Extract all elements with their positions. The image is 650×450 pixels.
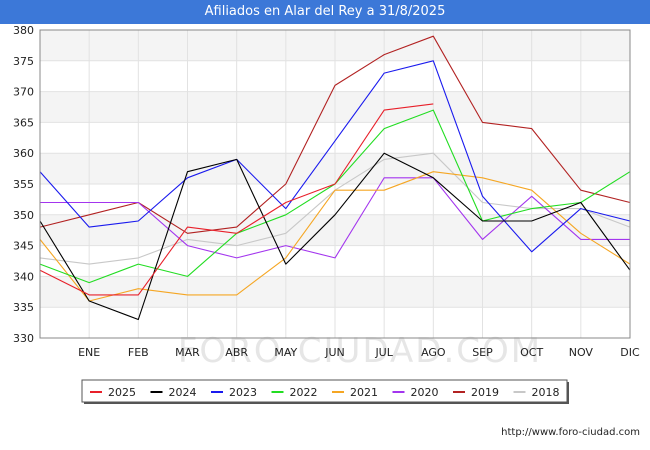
series-line-2020	[40, 177, 630, 259]
y-tick-label: 340	[13, 270, 34, 283]
x-axis-ticks: ENE FEB MAR ABR MAY JUN JUL AGO SEP OCT NOV DIC	[78, 346, 640, 359]
series-line-2023	[39, 60, 631, 253]
y-tick-label: 370	[13, 86, 34, 99]
legend-label-2021: 2021	[350, 386, 378, 399]
x-tick-label: MAY	[274, 346, 297, 359]
series-line-2024	[39, 152, 631, 321]
legend-label-2018: 2018	[532, 386, 560, 399]
legend-label-2020: 2020	[411, 386, 439, 399]
x-tick-label: SEP	[472, 346, 493, 359]
series-line-2025	[39, 103, 434, 296]
x-tick-label: MAR	[175, 346, 200, 359]
source-url[interactable]: http://www.foro-ciudad.com	[501, 427, 640, 438]
series-line-2021	[39, 171, 631, 302]
series-lines	[39, 35, 631, 321]
legend-box	[81, 379, 568, 403]
x-tick-label: DIC	[620, 346, 640, 359]
x-tick-label: FEB	[128, 346, 149, 359]
y-tick-label: 380	[13, 24, 34, 37]
y-tick-label: 365	[13, 116, 34, 129]
y-tick-label: 330	[13, 332, 34, 345]
chart-title: Afiliados en Alar del Rey a 31/8/2025	[0, 0, 650, 24]
y-tick-label: 350	[13, 209, 34, 222]
x-tick-label: JUN	[324, 346, 345, 359]
plot-area-frame	[39, 29, 631, 339]
y-tick-label: 355	[13, 178, 34, 191]
y-tick-label: 345	[13, 240, 34, 253]
y-tick-label: 335	[13, 301, 34, 314]
legend-label-2024: 2024	[169, 386, 197, 399]
y-tick-label: 360	[13, 147, 34, 160]
y-tick-label: 375	[13, 55, 34, 68]
legend-label-2023: 2023	[229, 386, 257, 399]
legend-label-2019: 2019	[471, 386, 499, 399]
x-tick-label: ABR	[225, 346, 248, 359]
x-tick-label: NOV	[569, 346, 594, 359]
x-tick-label: OCT	[520, 346, 543, 359]
x-tick-label: ENE	[78, 346, 100, 359]
legend-label-2025: 2025	[108, 386, 136, 399]
x-tick-label: AGO	[421, 346, 446, 359]
legend: 2025 2024 2023 2022 2021 2020 2019 2018	[81, 379, 569, 404]
y-axis-ticks: 330 335 340 345 350 355 360 365 370 375 380	[13, 24, 34, 345]
x-tick-label: JUL	[374, 346, 393, 359]
legend-label-2022: 2022	[290, 386, 318, 399]
